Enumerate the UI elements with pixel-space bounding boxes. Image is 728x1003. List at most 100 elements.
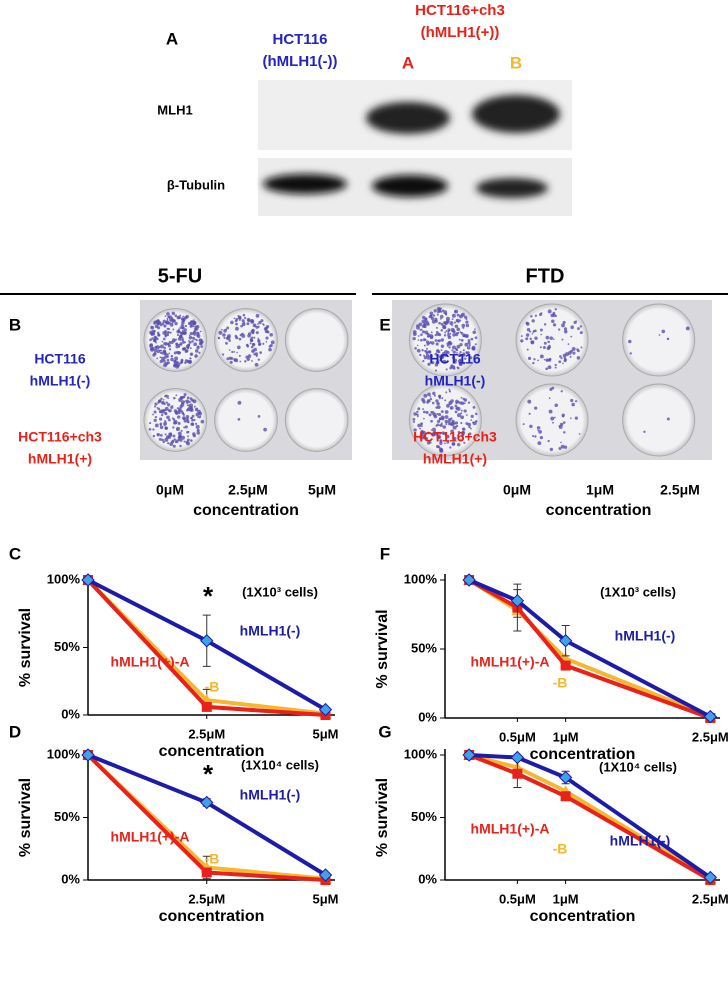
colony	[235, 326, 239, 331]
colony	[629, 352, 632, 355]
series-line	[468, 753, 712, 881]
colony	[157, 333, 161, 337]
colony	[152, 413, 154, 416]
colony	[265, 336, 269, 340]
column-header: (hMLH1(-))	[263, 53, 338, 70]
colony	[425, 353, 430, 358]
colony	[163, 349, 167, 353]
colony	[170, 354, 174, 358]
colony	[154, 415, 158, 419]
colony	[563, 445, 568, 449]
colony	[560, 357, 563, 360]
colony	[436, 405, 441, 409]
colony	[183, 347, 186, 351]
colony	[546, 346, 551, 351]
colony	[246, 357, 250, 361]
colony	[455, 424, 459, 428]
colony	[444, 399, 447, 402]
colony	[185, 315, 189, 319]
colony	[563, 329, 568, 334]
colony	[450, 417, 453, 420]
colony	[437, 309, 441, 313]
annotation: *	[203, 759, 214, 789]
colony	[472, 347, 476, 351]
colony	[156, 357, 159, 360]
colony	[553, 416, 556, 419]
colony	[190, 324, 195, 328]
well	[214, 388, 278, 452]
colony	[180, 429, 183, 432]
colony	[435, 360, 440, 365]
colony	[420, 424, 423, 428]
colony	[175, 345, 179, 349]
series-label: hMLH1(-)	[610, 833, 671, 849]
colony	[184, 425, 188, 429]
colony	[165, 394, 167, 397]
column-label: 2.5μM	[228, 482, 268, 498]
colony	[182, 417, 186, 421]
colony	[178, 409, 181, 413]
colony	[179, 331, 182, 334]
colony	[161, 438, 164, 442]
colony	[427, 431, 430, 435]
colony	[177, 421, 181, 425]
colony	[223, 336, 226, 339]
colony	[220, 328, 223, 331]
colony	[153, 329, 156, 333]
colony	[685, 326, 690, 331]
colony	[449, 405, 454, 410]
colony	[454, 410, 458, 414]
colony	[462, 427, 466, 431]
row-label: hMLH1(+)	[28, 451, 92, 467]
colony	[551, 319, 555, 323]
colony	[430, 331, 433, 334]
colony	[417, 407, 421, 411]
colony	[460, 331, 464, 335]
colony	[451, 349, 454, 352]
colony	[526, 348, 529, 351]
colony	[159, 417, 163, 421]
colony	[444, 433, 447, 436]
colony	[412, 418, 416, 421]
colony	[265, 341, 268, 343]
colony	[416, 324, 420, 328]
colony	[171, 405, 174, 407]
colony	[168, 315, 172, 319]
colony	[175, 342, 179, 346]
x-axis-label: concentration	[193, 502, 299, 519]
colony	[452, 367, 456, 370]
colony	[571, 402, 575, 407]
x-axis-label: concentration	[530, 746, 636, 763]
colony	[162, 440, 165, 444]
colony	[540, 333, 543, 336]
colony	[189, 357, 192, 360]
colony	[562, 421, 566, 424]
colony	[234, 319, 238, 323]
y-tick-label: 50%	[411, 809, 437, 824]
colony	[554, 363, 557, 367]
colony	[440, 349, 443, 351]
colony	[545, 358, 549, 362]
column-header: (hMLH1(+))	[421, 24, 500, 41]
colony	[234, 358, 239, 363]
colony	[412, 336, 416, 341]
colony	[525, 322, 530, 326]
colony	[164, 437, 169, 442]
colony	[179, 342, 183, 345]
colony	[163, 324, 167, 328]
colony	[430, 419, 433, 423]
colony	[185, 415, 190, 419]
marker	[318, 702, 333, 717]
colony	[180, 358, 184, 362]
colony	[253, 325, 256, 328]
x-tick-label: 5μM	[312, 726, 338, 741]
colony	[422, 410, 426, 414]
colony	[520, 335, 523, 338]
column-label: 0μM	[503, 482, 531, 498]
colony	[436, 423, 440, 427]
colony	[176, 316, 180, 320]
colony	[175, 364, 180, 369]
series-label: hMLH1(-)	[615, 628, 676, 644]
colony	[423, 344, 426, 347]
colony	[426, 322, 430, 326]
